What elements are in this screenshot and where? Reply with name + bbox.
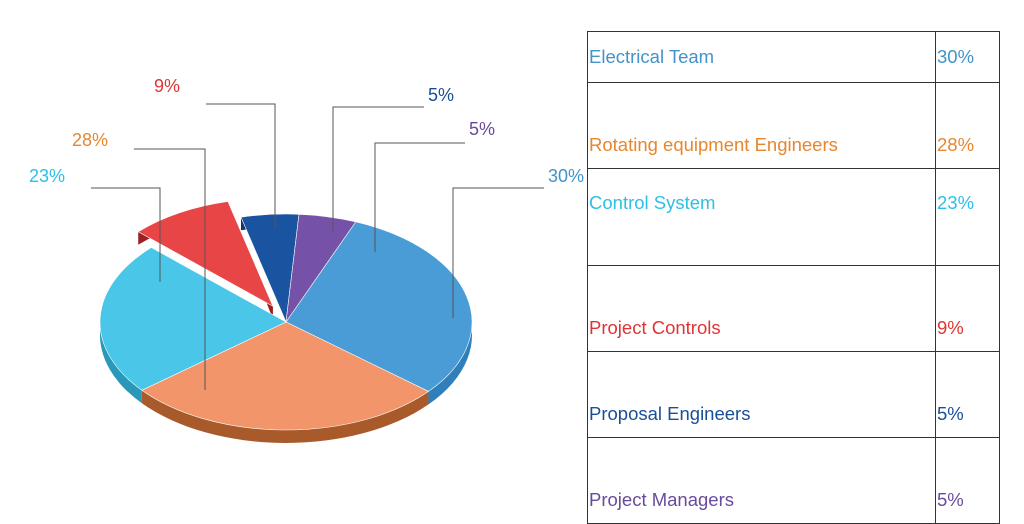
legend-row-project-managers: Project Managers 5% bbox=[587, 437, 1000, 524]
pie-tops bbox=[99, 201, 473, 431]
pie-slice-project-managers bbox=[285, 213, 357, 323]
pie-slice-project-controls bbox=[137, 201, 274, 307]
pie-chart: 30% 28% 23% 9% 5% 5% bbox=[29, 76, 584, 443]
legend-row-proposal-engineers: Proposal Engineers 5% bbox=[587, 351, 1000, 438]
data-label-project-managers: 5% bbox=[469, 119, 495, 139]
pie-slice-rotating-equipment-engineers bbox=[141, 321, 430, 431]
legend-label: Project Controls bbox=[587, 265, 936, 352]
legend-value: 5% bbox=[935, 437, 1000, 524]
legend-label: Electrical Team bbox=[587, 31, 936, 83]
pie-slice-electrical-team bbox=[285, 221, 473, 392]
data-label-electrical-team: 30% bbox=[548, 166, 584, 186]
legend-value: 28% bbox=[935, 82, 1000, 169]
leader-line-project-managers bbox=[374, 142, 465, 252]
leader-line-electrical-team bbox=[452, 187, 544, 318]
legend-value: 9% bbox=[935, 265, 1000, 352]
data-label-rotating-equipment-engineers: 28% bbox=[72, 130, 108, 150]
legend-value: 30% bbox=[935, 31, 1000, 83]
legend-row-project-controls: Project Controls 9% bbox=[587, 265, 1000, 352]
pie-slice-control-system bbox=[99, 247, 287, 391]
leader-line-project-controls bbox=[206, 103, 276, 228]
legend-value: 23% bbox=[935, 168, 1000, 266]
data-label-proposal-engineers: 5% bbox=[428, 85, 454, 105]
pie-leaders bbox=[91, 103, 544, 390]
legend-row-rotating-equipment-engineers: Rotating equipment Engineers 28% bbox=[587, 82, 1000, 169]
leader-line-proposal-engineers bbox=[332, 106, 424, 232]
legend-label: Control System bbox=[587, 168, 936, 266]
legend-table: Electrical Team 30% Rotating equipment E… bbox=[587, 31, 1000, 524]
leader-line-control-system bbox=[91, 187, 161, 282]
legend-label: Rotating equipment Engineers bbox=[587, 82, 936, 169]
legend-row-electrical-team: Electrical Team 30% bbox=[587, 31, 1000, 83]
data-label-control-system: 23% bbox=[29, 166, 65, 186]
data-label-project-controls: 9% bbox=[154, 76, 180, 96]
legend-value: 5% bbox=[935, 351, 1000, 438]
pie-labels: 30% 28% 23% 9% 5% 5% bbox=[29, 76, 584, 186]
legend-label: Proposal Engineers bbox=[587, 351, 936, 438]
legend-label: Project Managers bbox=[587, 437, 936, 524]
leader-line-rotating-equipment-engineers bbox=[134, 148, 206, 390]
legend-row-control-system: Control System 23% bbox=[587, 168, 1000, 266]
